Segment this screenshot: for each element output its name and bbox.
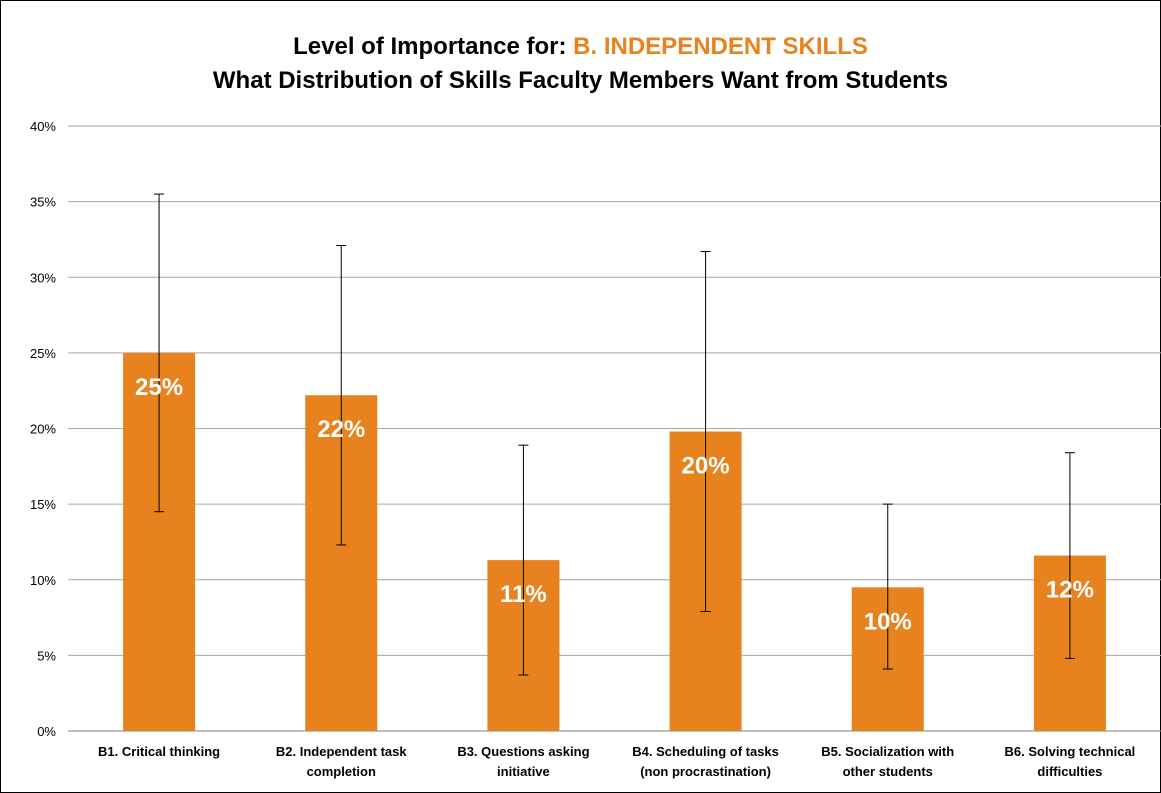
title-highlight: B. INDEPENDENT SKILLS	[573, 33, 868, 60]
title-line: Level of Importance for: B. INDEPENDENT …	[0, 30, 1161, 64]
y-tick-label: 40%	[30, 119, 56, 134]
y-tick-label: 15%	[30, 497, 56, 512]
x-tick-label: B5. Socialization with	[821, 744, 954, 759]
title-prefix: Level of Importance for:	[293, 33, 574, 60]
chart-title: Level of Importance for: B. INDEPENDENT …	[0, 30, 1161, 98]
data-label: 11%	[500, 581, 547, 608]
data-label: 22%	[317, 416, 365, 443]
data-label: 20%	[682, 453, 730, 480]
data-label: 12%	[1046, 577, 1094, 604]
x-tick-label: B2. Independent task	[276, 744, 408, 759]
x-tick-label: (non procrastination)	[640, 764, 771, 779]
chart-subtitle: What Distribution of Skills Faculty Memb…	[212, 67, 949, 94]
data-label: 25%	[135, 374, 183, 401]
y-tick-label: 30%	[30, 270, 56, 285]
x-tick-label: B4. Scheduling of tasks	[632, 744, 779, 759]
data-label: 10%	[864, 608, 912, 635]
y-tick-label: 25%	[30, 346, 56, 361]
x-tick-label: B3. Questions asking	[457, 744, 589, 759]
x-tick-label: B6. Solving technical	[1005, 744, 1136, 759]
y-tick-label: 5%	[37, 648, 56, 663]
x-tick-label: other students	[843, 764, 933, 779]
y-tick-label: 0%	[37, 724, 56, 739]
x-tick-label: completion	[307, 764, 376, 779]
x-tick-label: difficulties	[1037, 764, 1102, 779]
y-tick-label: 20%	[30, 422, 56, 437]
x-tick-label: B1. Critical thinking	[98, 744, 220, 759]
x-tick-label: initiative	[497, 764, 550, 779]
y-tick-label: 35%	[30, 195, 56, 210]
y-tick-label: 10%	[30, 573, 56, 588]
